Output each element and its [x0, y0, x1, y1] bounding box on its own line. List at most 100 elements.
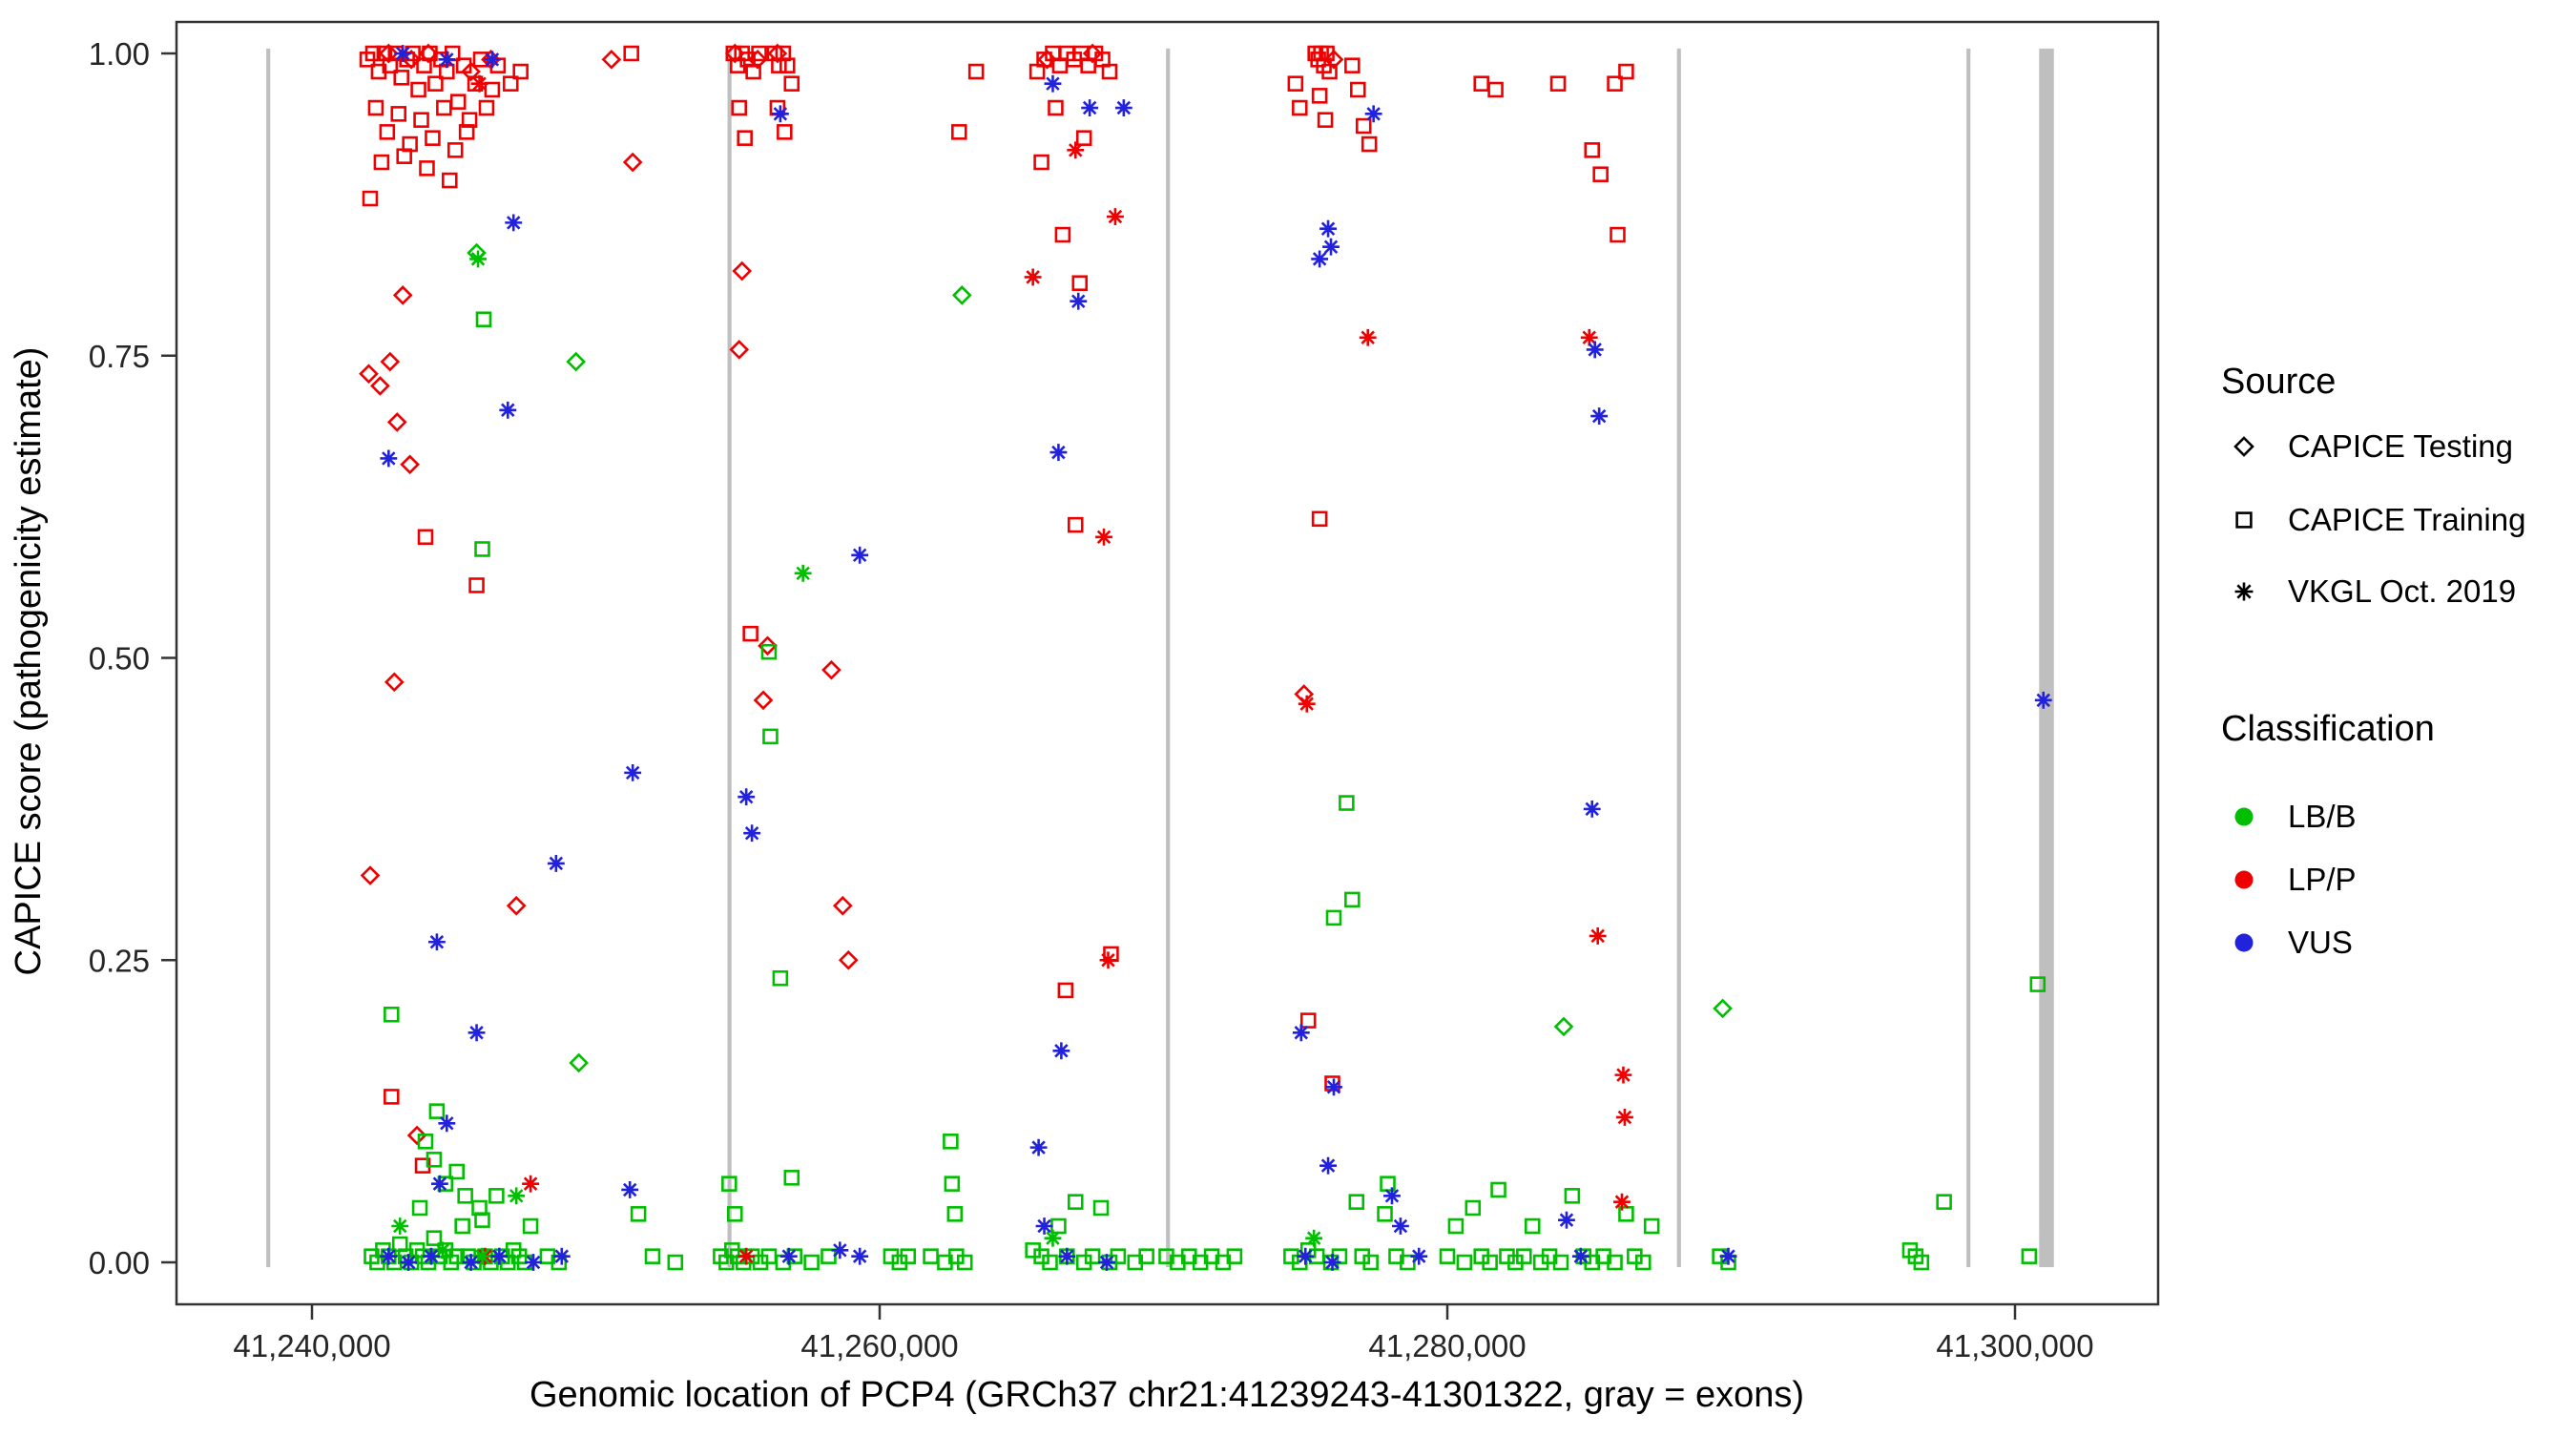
series-vkgl-oct-2019-lp-p [470, 74, 1633, 1265]
point-square [1473, 75, 1489, 92]
point-asterisk [522, 1175, 539, 1193]
point-diamond [392, 285, 413, 305]
point-square [1355, 117, 1372, 135]
point-square [1584, 142, 1600, 158]
point-square [410, 81, 426, 98]
point-square [783, 75, 800, 92]
point-square [1311, 510, 1328, 528]
point-square [1377, 1206, 1393, 1222]
x-tick-label: 41,240,000 [233, 1328, 390, 1363]
point-asterisk [430, 1175, 448, 1193]
point-asterisk [1081, 99, 1099, 116]
point-square [379, 124, 396, 140]
point-diamond [370, 376, 390, 396]
series-vkgl-oct-2019-lb-b [391, 250, 1323, 1265]
point-square [362, 190, 379, 207]
point-asterisk [1070, 292, 1088, 310]
y-tick-label: 1.00 [89, 36, 150, 72]
point-square [1084, 1248, 1101, 1264]
point-asterisk [1325, 1078, 1342, 1096]
point-square [946, 1206, 964, 1222]
point-diamond [729, 340, 750, 360]
point-diamond [1037, 49, 1057, 70]
point-square [373, 154, 390, 171]
point-square [1913, 1254, 1930, 1271]
plot-area [266, 43, 2054, 1271]
y-tick-label: 0.75 [89, 339, 150, 374]
point-diamond [566, 351, 587, 372]
point-square [1226, 1248, 1243, 1264]
point-diamond [838, 949, 859, 970]
point-diamond [622, 152, 643, 173]
point-square [1490, 1181, 1506, 1198]
point-square [762, 728, 779, 745]
x-axis-title: Genomic location of PCP4 (GRCh37 chr21:4… [530, 1375, 1804, 1415]
point-asterisk [1583, 800, 1601, 818]
point-asterisk [743, 824, 761, 843]
legend-classification-title: Classification [2221, 709, 2435, 749]
legend-diamond-icon [2233, 436, 2254, 457]
legend-color-dot-icon [2234, 933, 2254, 952]
point-asterisk [794, 564, 812, 582]
point-square [1068, 1194, 1084, 1210]
point-square [783, 1170, 800, 1186]
point-square [447, 142, 464, 158]
point-square [742, 625, 758, 642]
point-asterisk [505, 214, 523, 232]
point-asterisk [438, 1114, 456, 1133]
point-asterisk [737, 788, 756, 806]
point-square [1048, 99, 1064, 116]
point-square [1287, 75, 1304, 92]
point-square [417, 1134, 434, 1150]
point-asterisk [427, 933, 446, 951]
point-square [426, 1152, 443, 1168]
point-square [1057, 982, 1074, 999]
point-asterisk [831, 1241, 849, 1259]
point-square [667, 1254, 684, 1271]
point-asterisk [1058, 1247, 1076, 1265]
point-square [488, 1188, 505, 1204]
point-square [1344, 891, 1361, 908]
point-asterisk [547, 854, 565, 872]
point-square [779, 57, 796, 73]
point-square [1361, 135, 1378, 153]
legend-source-item: CAPICE Training [2235, 502, 2525, 537]
point-square [468, 577, 485, 593]
point-square [502, 75, 519, 92]
legend-source-title: Source [2221, 362, 2336, 402]
legend-classification-item: LP/P [2234, 862, 2357, 897]
legend: CAPICE Testing CAPICE Training VKGL Oct. 2… [2233, 428, 2525, 960]
point-diamond [753, 690, 774, 711]
exon-band [1966, 48, 1971, 1268]
point-diamond [821, 659, 841, 680]
legend-classification-item: VUS [2234, 925, 2353, 960]
x-tick-label: 41,280,000 [1368, 1328, 1526, 1363]
point-square [644, 1248, 661, 1264]
point-square [1516, 1248, 1532, 1264]
point-square [1524, 1217, 1541, 1235]
point-square [821, 1248, 837, 1264]
point-square [484, 81, 501, 98]
point-asterisk [483, 51, 501, 69]
legend-classification-label: VUS [2288, 925, 2353, 960]
point-square [943, 1134, 959, 1150]
point-asterisk [525, 1254, 542, 1271]
point-square [1042, 1254, 1058, 1271]
point-square [442, 172, 458, 189]
point-square [1592, 166, 1609, 182]
point-square [425, 130, 441, 146]
legend-source-item: CAPICE Testing [2233, 428, 2513, 464]
point-asterisk [1589, 926, 1607, 945]
legend-classification-label: LB/B [2288, 799, 2357, 834]
point-square [393, 70, 409, 86]
point-square [967, 63, 985, 80]
point-asterisk [1586, 341, 1604, 359]
point-diamond [732, 260, 753, 281]
point-square [417, 529, 434, 546]
legend-classification-item: LB/B [2234, 799, 2357, 834]
series-capice-testing-lp-p [359, 43, 1344, 1146]
point-square [1101, 63, 1118, 80]
point-square [367, 99, 384, 116]
